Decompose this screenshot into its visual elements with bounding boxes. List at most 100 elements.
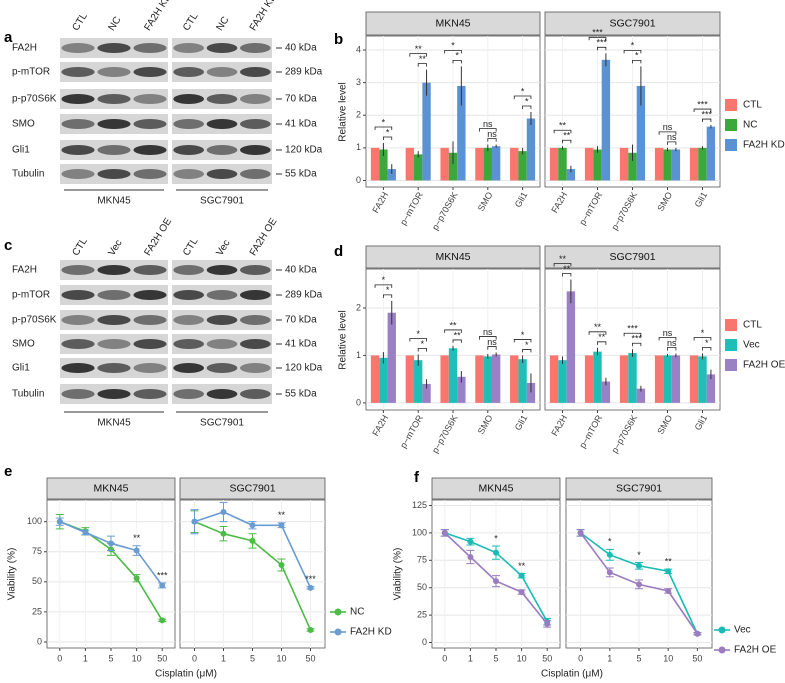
y-axis-label: Relative level [338,310,349,369]
sig-label: ns [487,337,497,347]
sig-label: * [521,330,525,340]
legend-key [725,319,737,331]
panel-label: d [334,243,343,260]
blot-band [97,94,131,104]
bar [706,374,716,403]
bar [593,149,602,181]
legend-label: NC [743,120,757,131]
legend-label: CTL [743,320,762,331]
blot-band [240,389,271,399]
bar [526,382,536,403]
x-tick-label: 0 [57,653,62,663]
point [577,529,584,536]
point [159,582,166,589]
cell-line-label: MKN45 [97,196,131,207]
blot-band [61,363,95,373]
bar [584,355,594,403]
blot-band [173,389,205,399]
blot-strip [172,62,272,82]
sig-label: * [608,537,612,547]
sig-bracket [702,118,712,123]
panel-label: a [4,29,13,46]
blot-band [97,119,131,129]
sig-bracket [513,339,532,343]
sig-label: * [421,339,425,349]
bar [584,147,594,181]
point [307,584,314,591]
point [467,538,474,545]
point [278,561,285,568]
sig-bracket [487,346,497,350]
legend-label: FA2H KD [743,140,785,151]
y-tick-label: 0 [356,175,361,185]
bar [663,355,672,403]
legend-label: FA2H KD [350,627,392,638]
blot-band [61,67,95,77]
sig-label: * [386,127,390,137]
blot-band [97,290,131,300]
x-tick-label: 50 [157,653,167,663]
y-tick-label: 50 [32,576,42,586]
y-tick-label: 50 [417,582,427,592]
blot-band [97,265,131,275]
sig-label: *** [592,28,603,38]
bar [491,146,501,181]
sig-label: * [705,338,709,348]
facet-title: MKN45 [478,482,513,494]
bar [636,388,646,403]
sig-bracket [383,294,393,298]
facet-title: SGC7901 [616,482,662,494]
row-label: FA2H [12,43,37,54]
sig-label: * [451,41,455,51]
marker-label: 40 kDa [285,265,317,276]
sig-label: * [525,96,529,106]
blot-band [173,339,205,349]
bar [706,126,716,181]
blot-band [133,290,167,300]
sig-label: ** [598,332,606,342]
row-label: Tubulin [12,169,44,180]
blot-band [133,363,167,373]
sig-bracket [374,284,393,288]
row-label: p-mTOR [12,290,50,301]
facet-title: SGC7901 [609,17,655,29]
blot-band [133,67,167,77]
blot-band [206,339,238,349]
blot-band [97,339,131,349]
sig-bracket [553,263,572,267]
point [467,554,474,561]
blot-band [206,145,238,155]
y-tick-label: 75 [417,555,427,565]
x-tick-label: 1 [221,653,226,663]
point [56,518,63,525]
sig-label: * [494,533,498,543]
cell-line-label: MKN45 [97,418,131,429]
sig-label: * [525,340,529,350]
x-tick-label: 1 [468,653,473,663]
legend-key [725,99,737,111]
cell-line-label: SGC7901 [200,418,244,429]
blot-band [133,315,167,325]
y-axis-label: Viability (%) [7,548,18,601]
sig-bracket [667,141,677,145]
x-tick-label: 5 [108,653,113,663]
point [307,626,314,633]
blot-band [173,94,205,104]
bar [379,149,388,181]
blot-band [240,169,271,179]
sig-label: ** [665,556,673,566]
sig-bracket [632,59,642,64]
blot-band [97,67,131,77]
blot-band [240,145,271,155]
blot-band [206,315,238,325]
x-tick-label: 50 [692,653,702,663]
facet-title: SGC7901 [609,251,655,263]
point [636,562,642,569]
sig-label: *** [305,574,316,584]
blot-band [206,67,238,77]
blot-band [206,290,238,300]
bar [518,359,527,403]
y-tick-label: 0 [356,397,361,407]
sig-label: ** [278,510,286,520]
blot-band [240,315,271,325]
